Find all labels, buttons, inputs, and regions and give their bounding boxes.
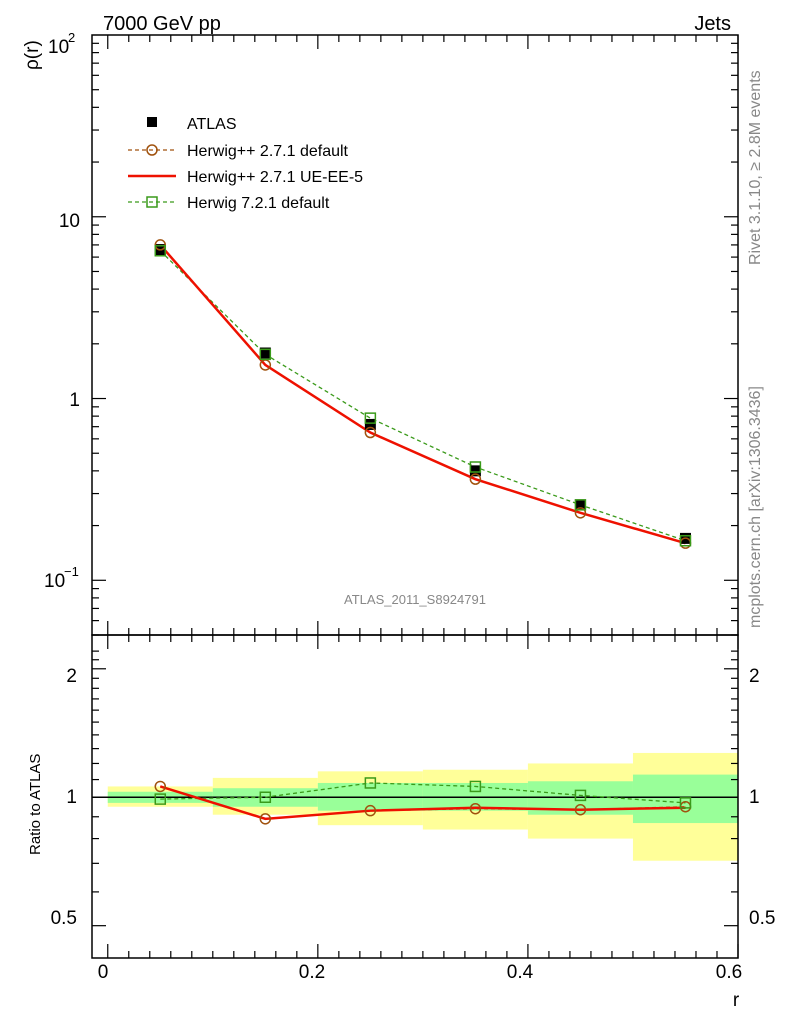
ratio-herwig-default-point bbox=[469, 802, 482, 815]
main-y-tick-label-0p1: 10 −1 bbox=[44, 564, 79, 592]
atlas-data-point bbox=[469, 465, 481, 477]
header-left-title: 7000 GeV pp bbox=[103, 13, 221, 35]
svg-text:2: 2 bbox=[68, 30, 75, 45]
ratio-herwig-default-point bbox=[259, 813, 272, 825]
analysis-watermark: ATLAS_2011_S8924791 bbox=[344, 592, 486, 607]
x-axis-label: r bbox=[733, 990, 740, 1011]
ratio-band-inner-bin-5 bbox=[632, 774, 738, 824]
x-tick-label-0p4: 0.4 bbox=[507, 962, 534, 983]
herwig7-point bbox=[679, 535, 692, 547]
ratio-herwig7-point bbox=[679, 797, 692, 809]
legend-herwig-ueee5-label: Herwig++ 2.7.1 UE-EE-5 bbox=[187, 169, 363, 186]
svg-text:10: 10 bbox=[48, 37, 69, 58]
herwig-default-point bbox=[154, 239, 167, 251]
herwig-default-point bbox=[469, 473, 482, 485]
ratio-panel-frame bbox=[91, 634, 739, 959]
main-y-tick-label-1: 1 bbox=[69, 390, 80, 411]
legend-atlas-marker bbox=[147, 117, 157, 127]
ratio-series-herwig7-line bbox=[160, 782, 686, 804]
atlas-data-point bbox=[364, 418, 376, 430]
x-tick-label-0p6: 0.6 bbox=[716, 962, 742, 983]
ratio-herwig7-point bbox=[364, 777, 377, 789]
main-series-herwig7-line bbox=[159, 250, 686, 542]
svg-text:10: 10 bbox=[44, 571, 65, 592]
herwig-default-point bbox=[364, 426, 377, 439]
x-tick-label-0: 0 bbox=[98, 962, 109, 983]
main-series-herwig-default-line bbox=[159, 244, 686, 544]
ratio-series-herwig-ueee5-line bbox=[159, 785, 686, 821]
main-y-tick-label-10: 10 bbox=[59, 211, 80, 232]
atlas-data-point bbox=[574, 499, 586, 511]
ratio-tick-label-0p5-left: 0.5 bbox=[51, 908, 77, 929]
ratio-tick-label-2-right: 2 bbox=[749, 666, 760, 687]
ratio-herwig7-point bbox=[259, 791, 272, 803]
legend-atlas-label: ATLAS bbox=[187, 116, 237, 133]
legend-herwig-default-label: Herwig++ 2.7.1 default bbox=[187, 143, 349, 160]
ratio-tick-label-2-left: 2 bbox=[66, 666, 77, 687]
ratio-y-axis-label: Ratio to ATLAS bbox=[27, 754, 44, 855]
herwig7-point bbox=[469, 461, 482, 473]
atlas-data-point bbox=[259, 347, 271, 359]
header-right-title: Jets bbox=[694, 13, 731, 35]
svg-text:−1: −1 bbox=[64, 564, 79, 579]
herwig-default-point bbox=[574, 507, 587, 519]
main-y-tick-label-100: 10 2 bbox=[48, 30, 75, 58]
herwig7-point bbox=[364, 412, 377, 424]
legend-herwig7-marker bbox=[146, 196, 158, 208]
legend-herwig7-label: Herwig 7.2.1 default bbox=[187, 195, 330, 212]
herwig7-point bbox=[154, 245, 167, 257]
ratio-herwig7-point bbox=[154, 793, 167, 805]
main-series-herwig-ueee5-line bbox=[159, 244, 686, 545]
herwig7-point bbox=[259, 348, 272, 361]
legend-herwig-default-marker bbox=[146, 144, 158, 156]
ratio-tick-label-1-left: 1 bbox=[66, 787, 77, 808]
herwig7-point bbox=[574, 499, 587, 511]
ratio-herwig7-point bbox=[469, 780, 482, 793]
ratio-tick-label-1-right: 1 bbox=[749, 787, 760, 808]
legend: ATLAS Herwig++ 2.7.1 default Herwig++ 2.… bbox=[128, 116, 363, 212]
ratio-herwig7-point bbox=[574, 789, 587, 802]
ratio-herwig-default-point bbox=[364, 804, 377, 817]
main-y-axis-label: ρ(r) bbox=[22, 40, 43, 70]
mcplots-label: mcplots.cern.ch [arXiv:1306.3436] bbox=[747, 386, 764, 628]
rivet-version-label: Rivet 3.1.10, ≥ 2.8M events bbox=[747, 70, 764, 265]
ratio-tick-label-0p5-right: 0.5 bbox=[749, 908, 775, 929]
ratio-herwig-default-point bbox=[574, 803, 587, 816]
ratio-herwig-default-point bbox=[154, 780, 167, 793]
x-tick-label-0p2: 0.2 bbox=[299, 962, 325, 983]
